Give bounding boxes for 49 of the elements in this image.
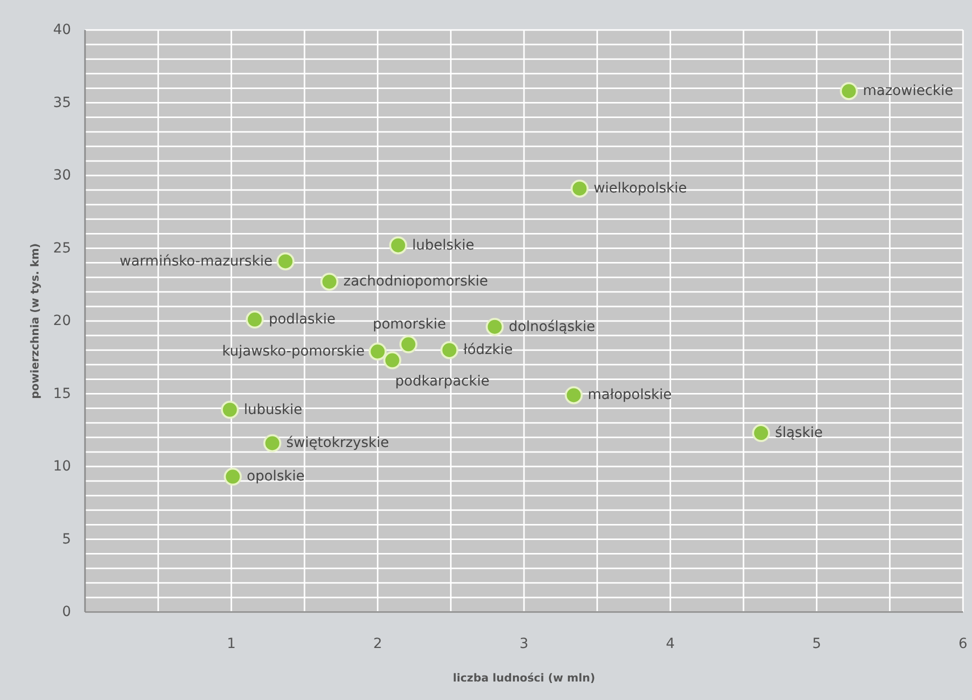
annotation: wielkopolskie [594, 180, 687, 197]
point [224, 468, 242, 486]
point [570, 180, 589, 198]
annotation: dolnośląskie [508, 318, 596, 335]
annotation: łódzkie [463, 342, 513, 358]
x-tick-label: 2 [373, 636, 382, 652]
annotation: warmińsko-mazurskie [120, 253, 272, 270]
x-tick-label: 3 [520, 636, 528, 652]
x-axis-title: liczba ludności (w mln) [452, 672, 596, 684]
y-tick-label: 10 [53, 458, 71, 474]
point [220, 400, 239, 419]
y-tick-label: 25 [53, 240, 71, 256]
annotation: lubelskie [412, 237, 474, 254]
x-tick-label: 5 [812, 636, 822, 652]
point [320, 272, 338, 291]
annotation: zachodniopomorskie [343, 274, 488, 290]
point [368, 342, 387, 361]
point [564, 386, 583, 404]
annotation: pomorskie [372, 316, 446, 332]
point [276, 252, 294, 270]
point [752, 424, 770, 442]
annotation: małopolskie [588, 387, 672, 404]
annotation: podlaskie [268, 312, 336, 328]
point [389, 236, 408, 254]
annotation: świętokrzyskie [286, 435, 390, 452]
x-tick-label: 1 [226, 636, 236, 652]
y-tick-label: 30 [53, 168, 71, 184]
y-tick-label: 5 [62, 531, 71, 548]
annotation: mazowieckie [862, 83, 954, 100]
annotation: opolskie [246, 468, 305, 485]
annotation: śląskie [775, 425, 823, 442]
y-axis-title: powierzchnia (w tys. km) [28, 243, 42, 399]
x-tick-label: 6 [958, 636, 968, 652]
point [246, 310, 264, 329]
y-tick-label: 20 [53, 313, 71, 329]
annotation: podkarpackie [395, 373, 490, 390]
y-tick-label: 35 [53, 94, 71, 111]
point [383, 351, 402, 370]
point [486, 318, 504, 336]
point [399, 335, 418, 354]
annotation: lubuskie [244, 402, 302, 418]
y-tick-label: 40 [53, 22, 71, 38]
y-tick-label: 15 [53, 386, 71, 402]
point [440, 341, 458, 360]
x-tick-label: 4 [666, 636, 675, 652]
point [263, 434, 282, 452]
point [840, 82, 858, 100]
annotation: kujawsko-pomorskie [222, 344, 365, 360]
y-tick-label: 0 [62, 604, 71, 620]
